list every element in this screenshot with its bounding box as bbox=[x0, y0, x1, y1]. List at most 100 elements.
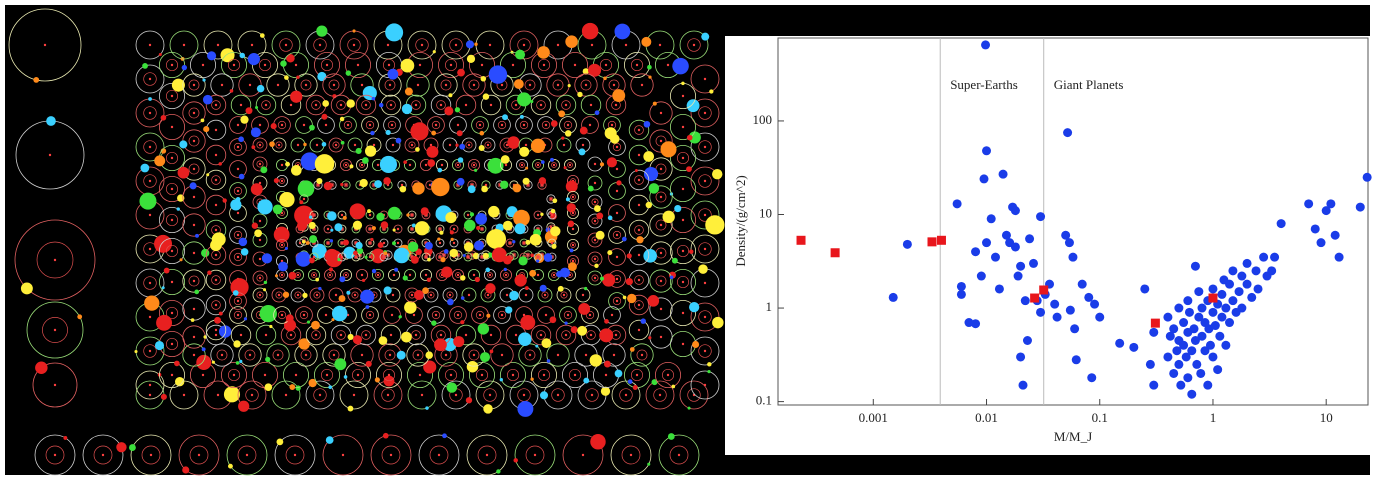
planet bbox=[164, 268, 170, 274]
star bbox=[590, 334, 592, 336]
planet bbox=[302, 293, 307, 298]
star bbox=[450, 64, 452, 66]
star bbox=[237, 234, 239, 236]
planet bbox=[326, 436, 334, 444]
star bbox=[505, 164, 507, 166]
star bbox=[515, 334, 517, 336]
star bbox=[421, 394, 423, 396]
star bbox=[354, 294, 356, 296]
star bbox=[616, 278, 618, 280]
star bbox=[660, 112, 662, 114]
star bbox=[638, 304, 640, 306]
star bbox=[333, 354, 335, 356]
planet bbox=[530, 234, 542, 246]
star bbox=[215, 279, 217, 281]
star bbox=[193, 84, 195, 86]
planet bbox=[451, 238, 454, 241]
planet bbox=[33, 77, 39, 83]
planet bbox=[394, 268, 398, 272]
planet bbox=[489, 65, 507, 83]
star bbox=[149, 350, 151, 352]
planet bbox=[309, 258, 315, 264]
planet bbox=[601, 387, 610, 396]
star bbox=[259, 163, 261, 165]
data-point bbox=[1163, 352, 1172, 361]
planet bbox=[483, 93, 489, 99]
planet bbox=[474, 43, 477, 46]
planet bbox=[425, 242, 433, 250]
planet bbox=[372, 226, 376, 230]
data-point bbox=[1179, 341, 1188, 350]
star bbox=[345, 184, 347, 186]
star bbox=[615, 104, 617, 106]
planet bbox=[447, 382, 457, 392]
data-point bbox=[1197, 304, 1206, 313]
star bbox=[340, 334, 342, 336]
planet bbox=[594, 264, 598, 268]
star bbox=[237, 256, 239, 258]
data-point bbox=[1326, 199, 1335, 208]
star bbox=[365, 104, 367, 106]
star bbox=[605, 374, 607, 376]
planet bbox=[615, 24, 631, 40]
data-point bbox=[979, 174, 988, 183]
planet bbox=[240, 116, 248, 124]
planet bbox=[318, 287, 321, 290]
planet bbox=[649, 183, 659, 193]
planet bbox=[537, 46, 550, 59]
planet bbox=[457, 69, 465, 77]
star bbox=[682, 157, 684, 159]
planet bbox=[348, 334, 354, 340]
star bbox=[315, 104, 317, 106]
star bbox=[44, 44, 46, 46]
star bbox=[249, 354, 251, 356]
planet bbox=[580, 127, 588, 135]
star bbox=[215, 334, 217, 336]
planet bbox=[504, 268, 507, 271]
star bbox=[281, 244, 283, 246]
star bbox=[251, 394, 253, 396]
star bbox=[682, 250, 684, 252]
planet bbox=[246, 107, 253, 114]
data-point bbox=[1039, 285, 1048, 294]
planet bbox=[142, 63, 148, 69]
planet bbox=[285, 162, 290, 167]
planet bbox=[411, 256, 419, 264]
planet bbox=[228, 464, 233, 469]
star bbox=[183, 44, 185, 46]
star bbox=[193, 168, 195, 170]
planet bbox=[514, 79, 524, 89]
planet bbox=[35, 362, 47, 374]
planet bbox=[155, 341, 164, 350]
star bbox=[659, 44, 661, 46]
star bbox=[171, 343, 173, 345]
star bbox=[237, 146, 239, 148]
star bbox=[682, 188, 684, 190]
data-point bbox=[1237, 272, 1246, 281]
star bbox=[557, 84, 559, 86]
star bbox=[704, 384, 706, 386]
data-point bbox=[1036, 212, 1045, 221]
planet bbox=[379, 336, 388, 345]
planet bbox=[356, 242, 363, 249]
planet bbox=[370, 238, 373, 241]
star bbox=[264, 64, 266, 66]
star bbox=[149, 44, 151, 46]
data-point bbox=[1129, 343, 1138, 352]
star bbox=[543, 374, 545, 376]
data-point bbox=[1317, 238, 1326, 247]
page: 0.0010.010.11100.1110100Super-EarthsGian… bbox=[0, 0, 1375, 479]
planet bbox=[550, 316, 557, 323]
star bbox=[501, 354, 503, 356]
planet bbox=[439, 231, 443, 235]
planet bbox=[514, 274, 526, 286]
data-point bbox=[991, 253, 1000, 262]
star bbox=[572, 228, 574, 230]
star bbox=[215, 129, 217, 131]
star bbox=[171, 312, 173, 314]
planet bbox=[244, 317, 247, 320]
star bbox=[490, 334, 492, 336]
planet bbox=[485, 283, 496, 294]
data-point bbox=[1217, 290, 1226, 299]
planet bbox=[689, 302, 699, 312]
